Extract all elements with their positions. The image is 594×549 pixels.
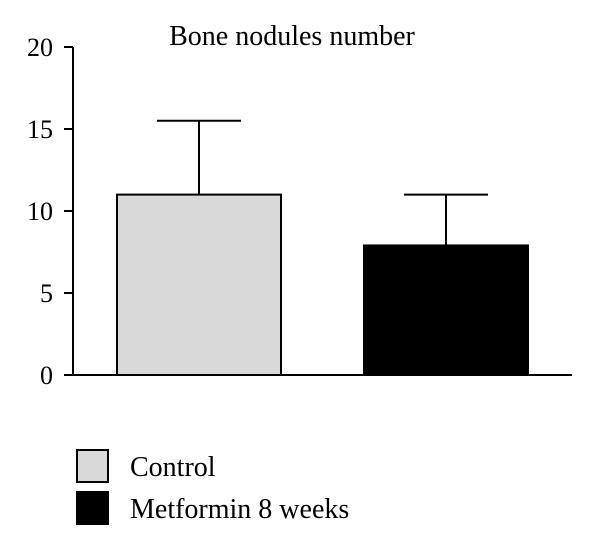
- y-tick-label: 10: [27, 197, 53, 226]
- legend-swatch-metformin: [76, 491, 109, 525]
- legend: Control Metformin 8 weeks: [76, 449, 349, 525]
- legend-label-metformin: Metformin 8 weeks: [130, 494, 349, 525]
- bar-metformin: [363, 244, 529, 376]
- y-tick-label: 0: [40, 361, 53, 390]
- bars: [116, 193, 529, 376]
- legend-swatch-control: [76, 449, 109, 483]
- error-bars: [157, 119, 488, 246]
- legend-label-control: Control: [130, 452, 216, 483]
- y-tick-label: 20: [27, 33, 53, 62]
- bar-control: [116, 193, 282, 376]
- y-tick-label: 5: [40, 279, 53, 308]
- chart-title: Bone nodules number: [169, 21, 415, 52]
- y-tick-label: 15: [27, 115, 53, 144]
